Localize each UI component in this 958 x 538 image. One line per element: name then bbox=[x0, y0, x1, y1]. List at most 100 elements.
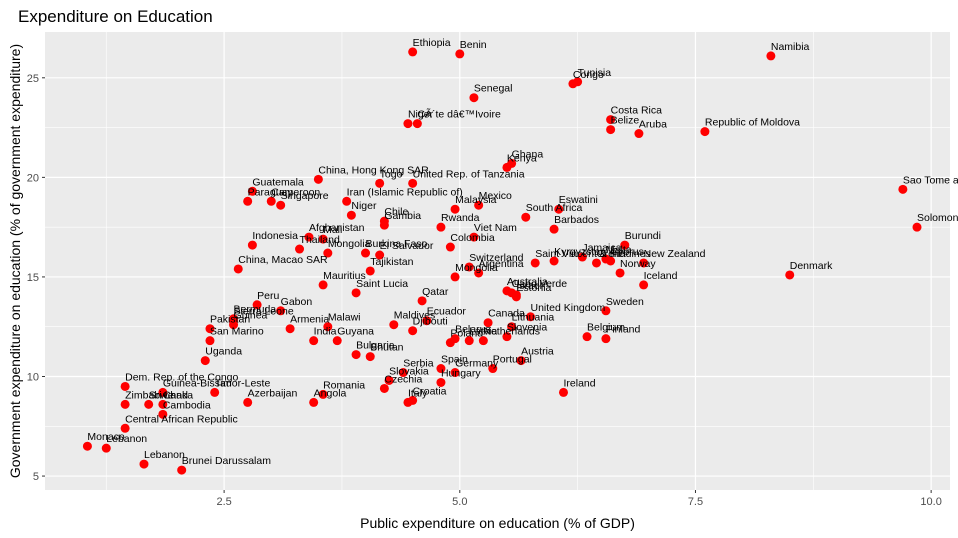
data-point bbox=[346, 210, 356, 220]
point-label: Lebanon bbox=[144, 449, 185, 461]
point-label: Croatia bbox=[413, 385, 447, 397]
data-point bbox=[351, 288, 361, 298]
point-label: El Salvador bbox=[380, 240, 434, 252]
point-label: Saint Lucia bbox=[356, 278, 408, 290]
point-label: Azerbaijan bbox=[248, 387, 298, 399]
data-point bbox=[525, 312, 535, 322]
data-point bbox=[342, 196, 352, 206]
point-label: Grenadines bbox=[596, 248, 650, 260]
point-label: Peru bbox=[257, 290, 279, 302]
point-label: New Zealand bbox=[644, 248, 706, 260]
point-label: Mexico bbox=[479, 190, 512, 202]
data-point bbox=[158, 387, 168, 397]
data-point bbox=[408, 178, 418, 188]
data-point bbox=[507, 322, 517, 332]
point-label: Mali bbox=[323, 224, 342, 236]
chart-title: Expenditure on Education bbox=[18, 7, 213, 26]
x-tick-label: 7.5 bbox=[688, 496, 703, 508]
data-point bbox=[422, 316, 432, 326]
point-label: Sierra Leone bbox=[234, 306, 294, 318]
point-label: Paraguay bbox=[248, 186, 294, 198]
data-point bbox=[502, 162, 512, 172]
y-axis-ticks: 5 10 15 20 25 bbox=[27, 73, 45, 483]
data-point bbox=[502, 332, 512, 342]
point-label: Malaysia bbox=[455, 194, 497, 206]
data-point bbox=[361, 248, 371, 258]
data-point bbox=[511, 292, 521, 302]
data-point bbox=[516, 356, 526, 366]
point-label: Guyana bbox=[337, 326, 374, 338]
data-point bbox=[389, 320, 399, 330]
point-label: Costa Rica bbox=[611, 105, 663, 117]
point-label: Estonia bbox=[516, 282, 551, 294]
data-point bbox=[120, 381, 130, 391]
data-point bbox=[606, 125, 616, 135]
data-point bbox=[912, 222, 922, 232]
data-point bbox=[408, 326, 418, 336]
y-tick-label: 10 bbox=[27, 371, 39, 383]
data-point bbox=[568, 79, 578, 89]
data-point bbox=[177, 465, 187, 475]
y-axis-title: Government expenditure on education (% o… bbox=[7, 44, 23, 478]
data-point bbox=[436, 222, 446, 232]
point-label: Chile bbox=[384, 206, 408, 218]
point-label: Lithuania bbox=[512, 312, 555, 324]
point-label: Mongolia bbox=[328, 238, 371, 250]
point-label: Singapore bbox=[281, 190, 329, 202]
data-point bbox=[332, 336, 342, 346]
data-point bbox=[323, 248, 333, 258]
point-label: Angola bbox=[314, 387, 347, 399]
point-label: Belarus bbox=[455, 324, 491, 336]
point-label: United Rep. of Tanzania bbox=[413, 168, 525, 180]
point-label: Argentina bbox=[479, 258, 524, 270]
point-label: Bhutan bbox=[370, 342, 403, 354]
data-point bbox=[243, 196, 253, 206]
point-label: Cameroon bbox=[271, 186, 320, 198]
point-label: Slovakia bbox=[389, 365, 429, 377]
data-point bbox=[417, 296, 427, 306]
point-label: Canada bbox=[488, 308, 525, 320]
data-point bbox=[120, 399, 130, 409]
data-point bbox=[601, 306, 611, 316]
point-label: Cyprus bbox=[611, 246, 644, 258]
point-label: Eswatini bbox=[559, 194, 598, 206]
data-point bbox=[398, 368, 408, 378]
data-point bbox=[205, 336, 215, 346]
data-point bbox=[606, 115, 616, 125]
data-point bbox=[318, 234, 328, 244]
data-point bbox=[285, 324, 295, 334]
point-label: Pakistan bbox=[210, 314, 250, 326]
point-label: Denmark bbox=[790, 260, 833, 272]
data-point bbox=[450, 368, 460, 378]
data-point bbox=[478, 336, 488, 346]
point-label: Colombia bbox=[450, 232, 495, 244]
point-label: Austria bbox=[521, 346, 554, 358]
data-point bbox=[309, 336, 319, 346]
point-label: Qatar bbox=[422, 286, 449, 298]
point-label: Iceland bbox=[644, 270, 678, 282]
point-label: Czechia bbox=[384, 373, 422, 385]
data-point bbox=[582, 332, 592, 342]
point-label: Portugal bbox=[493, 354, 532, 366]
data-point bbox=[530, 258, 540, 268]
point-label: Indonesia bbox=[252, 230, 298, 242]
point-label: Central African Republic bbox=[125, 413, 238, 425]
point-label: Saint Vincent & the bbox=[535, 248, 624, 260]
point-label: Niger bbox=[351, 200, 377, 212]
data-point bbox=[247, 186, 257, 196]
data-point bbox=[304, 232, 314, 242]
data-point bbox=[898, 184, 908, 194]
point-label: Rwanda bbox=[441, 212, 480, 224]
data-point bbox=[558, 387, 568, 397]
point-label: Senegal bbox=[474, 83, 513, 95]
data-point bbox=[474, 268, 484, 278]
point-label: Bermuda bbox=[234, 304, 277, 316]
data-point bbox=[483, 318, 493, 328]
data-point bbox=[365, 352, 375, 362]
data-point bbox=[412, 119, 422, 129]
point-label: Solomon Islands bbox=[917, 212, 958, 224]
data-point bbox=[577, 252, 587, 262]
point-label: Burundi bbox=[625, 230, 661, 242]
data-point bbox=[436, 364, 446, 374]
